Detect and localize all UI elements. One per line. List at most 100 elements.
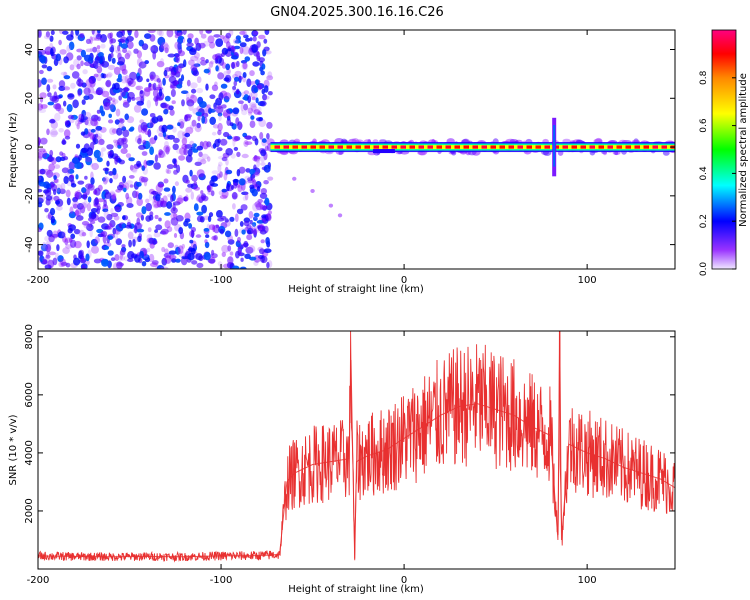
doppler-trail-point [292,176,297,181]
noise-speckle [252,30,259,36]
noise-speckle [96,109,101,114]
noise-speckle [242,62,248,70]
noise-speckle [150,262,158,268]
noise-speckle [66,34,74,41]
noise-speckle [157,84,161,91]
noise-speckle [198,173,206,181]
noise-speckle [106,96,113,102]
carrier-peak [535,145,541,149]
noise-speckle [160,102,167,109]
noise-speckle [97,116,101,122]
carrier-peak [427,145,433,149]
noise-speckle [215,65,219,72]
noise-speckle [109,178,113,184]
noise-speckle [181,143,188,150]
noise-speckle [93,73,99,78]
noise-speckle [251,135,257,142]
noise-speckle [266,121,273,129]
noise-speckle [54,112,61,122]
noise-speckle [134,30,139,39]
noise-speckle [232,88,237,94]
noise-speckle [238,76,244,80]
noise-speckle [229,251,234,256]
noise-speckle [253,171,260,177]
noise-speckle [78,229,85,237]
noise-speckle [80,60,84,67]
noise-speckle [121,68,128,75]
noise-speckle [67,114,74,120]
noise-speckle [49,119,56,124]
noise-speckle [102,177,108,185]
noise-speckle [256,117,263,122]
noise-speckle [255,97,259,104]
noise-speckle [177,30,182,34]
noise-speckle [109,104,115,109]
noise-speckle [81,187,87,194]
noise-speckle [160,58,164,65]
noise-speckle [260,70,265,76]
noise-speckle [116,31,123,38]
noise-speckle [38,49,46,56]
noise-speckle [163,178,169,184]
noise-speckle [259,204,268,211]
noise-speckle [177,130,185,139]
noise-speckle [226,183,230,192]
noise-speckle [201,153,209,160]
noise-speckle [80,114,85,123]
spectrogram-y-tick-label: -20 [24,188,35,204]
doppler-trail-point [310,188,315,193]
noise-speckle [154,154,158,163]
noise-speckle [232,178,239,183]
noise-speckle [196,145,204,151]
noise-speckle [211,131,217,136]
noise-speckle [228,108,233,113]
noise-speckle [166,201,173,209]
noise-speckle [73,257,81,266]
noise-speckle [193,63,201,67]
noise-speckle [208,108,216,113]
noise-speckle [69,64,75,71]
spectrogram-y-tick-label: -40 [24,236,35,252]
noise-speckle [92,136,97,146]
noise-speckle [164,95,171,102]
noise-speckle [70,183,77,188]
noise-speckle [38,197,44,204]
noise-speckle [125,153,132,159]
noise-speckle [142,139,147,145]
noise-speckle [263,95,270,100]
noise-speckle [109,37,113,45]
noise-speckle [196,262,204,268]
noise-speckle [251,30,259,37]
carrier-peak [625,145,631,149]
noise-speckle [246,78,252,87]
noise-speckle [266,261,270,269]
noise-speckle [175,65,182,74]
noise-speckle [62,100,67,107]
noise-speckle [84,175,88,180]
noise-speckle [97,52,104,58]
noise-speckle [50,215,56,224]
spectrogram-marks [38,30,675,269]
noise-speckle [233,80,238,87]
noise-speckle [234,213,239,222]
noise-speckle [136,228,145,233]
noise-speckle [132,239,136,247]
noise-speckle [69,206,74,214]
colorbar-frame [711,29,737,270]
noise-speckle [81,221,90,226]
noise-speckle [260,162,266,166]
noise-speckle [217,129,222,136]
noise-speckle [108,119,114,124]
noise-speckle [187,148,193,157]
noise-speckle [113,82,120,91]
noise-speckle [253,212,260,218]
noise-speckle [195,111,202,117]
noise-speckle [44,235,50,242]
noise-speckle [195,253,203,261]
noise-speckle [215,106,224,114]
noise-speckle [158,88,163,97]
noise-speckle [81,147,88,153]
noise-speckle [68,41,75,51]
noise-speckle [96,207,100,215]
noise-speckle [244,141,253,146]
